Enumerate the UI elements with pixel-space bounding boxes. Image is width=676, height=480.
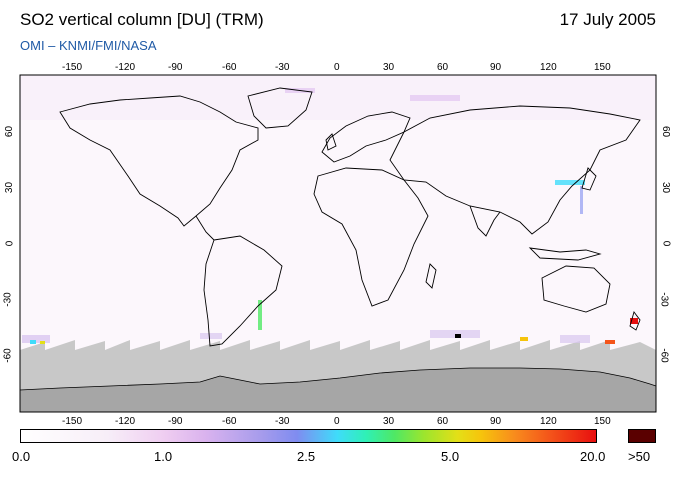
lon-tick-bottom: -90 <box>168 416 183 427</box>
indonesia <box>528 247 602 261</box>
south-america <box>203 235 283 347</box>
colorbar-label: 2.5 <box>297 449 316 464</box>
arctic-noise <box>20 75 656 120</box>
lat-tick-left: 60 <box>4 125 16 138</box>
greenland <box>247 87 313 129</box>
lon-tick-top: -150 <box>62 62 83 73</box>
lon-tick-top: -60 <box>222 62 237 73</box>
lon-tick-top: 150 <box>594 62 611 73</box>
lon-tick-bottom: -120 <box>115 416 136 427</box>
lon-tick-top: 120 <box>540 62 557 73</box>
lon-tick-bottom: 90 <box>490 416 502 427</box>
lat-tick-right: -60 <box>658 348 670 363</box>
colorbar-label: 0.0 <box>12 449 31 464</box>
lat-tick-right: 60 <box>660 125 672 138</box>
colorbar-overflow-swatch <box>628 429 656 443</box>
new-zealand <box>629 311 641 331</box>
europe <box>321 111 411 163</box>
antarctica-landmass <box>19 367 657 413</box>
lon-tick-top: -90 <box>168 62 183 73</box>
lon-tick-top: 30 <box>383 62 395 73</box>
lon-tick-bottom: 150 <box>594 416 611 427</box>
british-isles <box>325 133 337 151</box>
lat-tick-right: 0 <box>660 240 672 247</box>
lon-tick-bottom: -60 <box>222 416 237 427</box>
map-frame <box>19 74 657 413</box>
madagascar <box>425 263 437 289</box>
map-title: SO2 vertical column [DU] (TRM) <box>20 10 264 29</box>
india <box>469 205 501 237</box>
map-date: 17 July 2005 <box>559 10 656 29</box>
lon-tick-top: -30 <box>275 62 290 73</box>
lon-tick-bottom: 30 <box>383 416 395 427</box>
japan <box>581 167 597 191</box>
coastlines <box>59 87 641 347</box>
lat-tick-right: -30 <box>658 292 670 307</box>
colorbar-overflow-label: >50 <box>628 449 651 464</box>
lon-tick-top: 0 <box>334 62 340 73</box>
lon-tick-top: -120 <box>115 62 136 73</box>
lat-tick-left: -30 <box>2 292 14 307</box>
lon-tick-top: 90 <box>490 62 502 73</box>
colorbar-label: 5.0 <box>441 449 460 464</box>
lat-tick-right: 30 <box>660 181 672 194</box>
australia <box>541 265 611 313</box>
lon-tick-top: 60 <box>437 62 449 73</box>
central-america <box>195 215 215 241</box>
so2-speckles <box>22 88 638 344</box>
lon-tick-bottom: 120 <box>540 416 557 427</box>
lon-tick-bottom: -150 <box>62 416 83 427</box>
colorbar <box>20 429 597 443</box>
lon-tick-bottom: 60 <box>437 416 449 427</box>
asia <box>389 105 641 235</box>
north-america <box>59 95 259 227</box>
lat-tick-left: -60 <box>2 348 14 363</box>
lon-tick-bottom: -30 <box>275 416 290 427</box>
lon-tick-bottom: 0 <box>334 416 340 427</box>
colorbar-label: 20.0 <box>580 449 606 464</box>
lat-tick-left: 30 <box>4 181 16 194</box>
lat-tick-left: 0 <box>4 240 16 247</box>
colorbar-label: 1.0 <box>154 449 173 464</box>
data-source-label: OMI – KNMI/FMI/NASA <box>20 38 157 53</box>
africa <box>313 167 429 307</box>
